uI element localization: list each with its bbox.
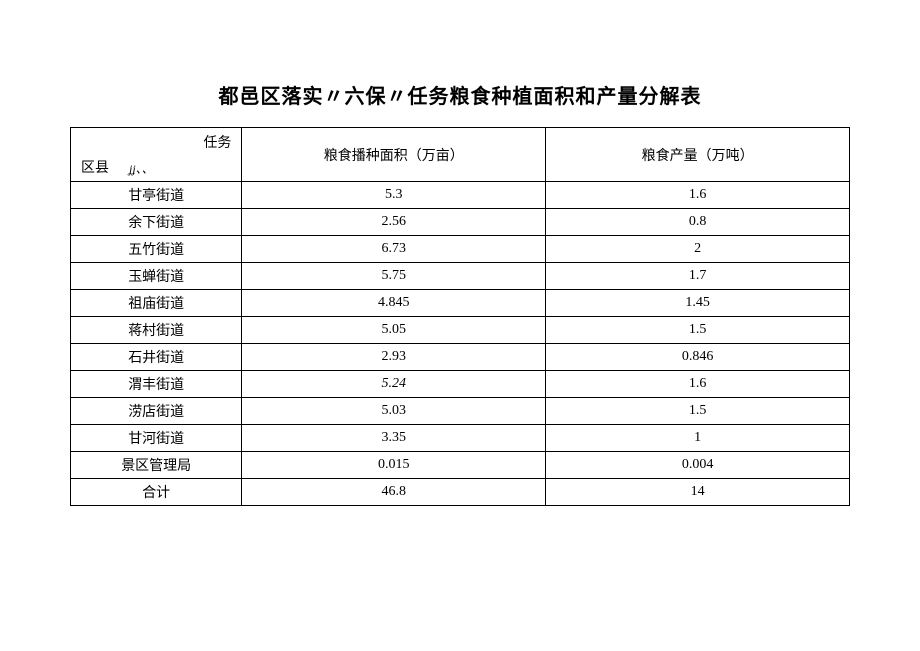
cell-name: 甘亭街道 [71,182,242,209]
cell-name: 渭丰街道 [71,371,242,398]
cell-yield: 14 [546,479,850,506]
cell-area: 2.56 [242,209,546,236]
header-diag-top: 任务 [203,132,231,152]
table-row: 涝店街道5.031.5 [71,398,850,425]
cell-yield: 0.8 [546,209,850,236]
cell-area: 5.03 [242,398,546,425]
table-row: 余下街道2.560.8 [71,209,850,236]
cell-name: 甘河街道 [71,425,242,452]
table-row: 甘亭街道5.31.6 [71,182,850,209]
header-diag-bottom: 区县 [81,157,109,177]
header-col-area: 粮食播种面积（万亩） [242,128,546,182]
cell-yield: 1.6 [546,182,850,209]
cell-name: 蒋村街道 [71,317,242,344]
cell-area: 5.75 [242,263,546,290]
header-diag-cell: 任务 区县 ʝʝ、、 [71,128,242,182]
cell-yield: 2 [546,236,850,263]
cell-name: 玉蝉街道 [71,263,242,290]
table-header-row: 任务 区县 ʝʝ、、 粮食播种面积（万亩） 粮食产量（万吨） [71,128,850,182]
table-title: 都邑区落实〃六保〃任务粮食种植面积和产量分解表 [70,80,850,109]
cell-area: 46.8 [242,479,546,506]
cell-area: 5.05 [242,317,546,344]
table-row: 渭丰街道5.241.6 [71,371,850,398]
cell-yield: 1.7 [546,263,850,290]
table-row: 合计46.814 [71,479,850,506]
cell-yield: 0.004 [546,452,850,479]
table-row: 石井街道2.930.846 [71,344,850,371]
header-col-yield: 粮食产量（万吨） [546,128,850,182]
cell-area: 3.35 [242,425,546,452]
cell-area: 5.24 [242,371,546,398]
cell-area: 2.93 [242,344,546,371]
cell-area: 4.845 [242,290,546,317]
table-row: 玉蝉街道5.751.7 [71,263,850,290]
cell-area: 6.73 [242,236,546,263]
cell-yield: 1.5 [546,398,850,425]
data-table: 任务 区县 ʝʝ、、 粮食播种面积（万亩） 粮食产量（万吨） 甘亭街道5.31.… [70,127,850,506]
table-body: 甘亭街道5.31.6余下街道2.560.8五竹街道6.732玉蝉街道5.751.… [71,182,850,506]
cell-name: 五竹街道 [71,236,242,263]
cell-name: 石井街道 [71,344,242,371]
cell-area: 5.3 [242,182,546,209]
cell-yield: 1 [546,425,850,452]
cell-yield: 1.5 [546,317,850,344]
table-row: 甘河街道3.351 [71,425,850,452]
table-row: 景区管理局0.0150.004 [71,452,850,479]
table-row: 蒋村街道5.051.5 [71,317,850,344]
cell-name: 合计 [71,479,242,506]
cell-area: 0.015 [242,452,546,479]
cell-name: 余下街道 [71,209,242,236]
cell-name: 景区管理局 [71,452,242,479]
cell-yield: 1.45 [546,290,850,317]
cell-yield: 0.846 [546,344,850,371]
cell-name: 祖庙街道 [71,290,242,317]
table-row: 祖庙街道4.8451.45 [71,290,850,317]
table-row: 五竹街道6.732 [71,236,850,263]
cell-name: 涝店街道 [71,398,242,425]
header-diag-mid: ʝʝ、、 [129,160,154,177]
cell-yield: 1.6 [546,371,850,398]
